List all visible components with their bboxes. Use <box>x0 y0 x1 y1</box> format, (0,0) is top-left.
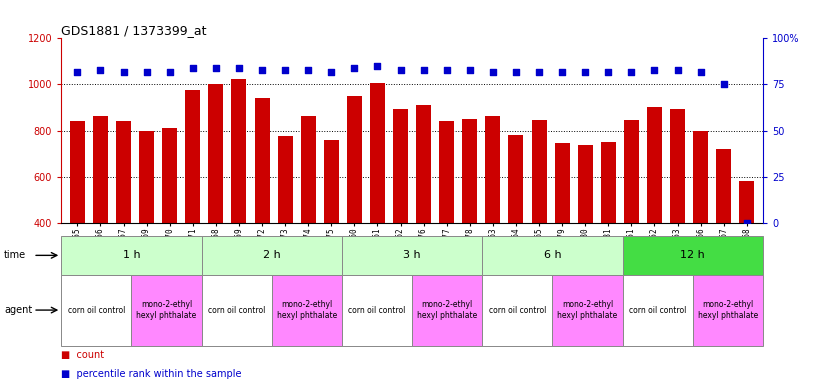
Text: corn oil control: corn oil control <box>208 306 265 314</box>
Bar <box>531 120 547 223</box>
Text: corn oil control: corn oil control <box>629 306 686 314</box>
Bar <box>647 107 662 223</box>
Point <box>463 67 477 73</box>
Point <box>325 68 338 74</box>
Text: 6 h: 6 h <box>543 250 561 260</box>
Point <box>302 67 315 73</box>
Point <box>601 68 614 74</box>
Point <box>486 68 499 74</box>
Bar <box>693 275 763 346</box>
Text: corn oil control: corn oil control <box>68 306 125 314</box>
Bar <box>61 275 131 346</box>
Point <box>694 68 707 74</box>
Text: corn oil control: corn oil control <box>348 306 406 314</box>
Text: 3 h: 3 h <box>403 250 421 260</box>
Text: 2 h: 2 h <box>263 250 281 260</box>
Bar <box>412 275 482 346</box>
Text: mono-2-ethyl
hexyl phthalate: mono-2-ethyl hexyl phthalate <box>136 300 197 320</box>
Point <box>71 68 84 74</box>
Bar <box>716 149 731 223</box>
Text: GDS1881 / 1373399_at: GDS1881 / 1373399_at <box>61 24 206 37</box>
Bar <box>272 275 342 346</box>
Bar <box>739 181 754 223</box>
Text: time: time <box>4 250 26 260</box>
Text: 12 h: 12 h <box>681 250 705 260</box>
Bar <box>555 142 570 223</box>
Text: ■  count: ■ count <box>61 350 104 360</box>
Bar <box>342 275 412 346</box>
Bar <box>693 131 708 223</box>
Bar <box>624 119 639 223</box>
Text: agent: agent <box>4 305 33 315</box>
Bar <box>185 90 200 223</box>
Point <box>417 67 430 73</box>
Point <box>533 68 546 74</box>
Bar <box>393 109 408 223</box>
Bar <box>578 145 592 223</box>
Point <box>394 67 407 73</box>
Point <box>717 81 730 88</box>
Point <box>671 67 684 73</box>
Point <box>140 68 153 74</box>
Bar <box>370 83 385 223</box>
Bar <box>324 140 339 223</box>
Point <box>556 68 569 74</box>
Bar <box>601 142 616 223</box>
Bar <box>623 275 693 346</box>
Bar <box>482 275 552 346</box>
Bar <box>162 128 177 223</box>
Bar <box>277 136 293 223</box>
Point <box>740 220 753 226</box>
Bar <box>139 131 154 223</box>
Point <box>579 68 592 74</box>
Point <box>255 67 268 73</box>
Bar <box>131 275 202 346</box>
Bar <box>463 119 477 223</box>
Bar <box>552 275 623 346</box>
Bar <box>486 116 500 223</box>
Point <box>186 65 199 71</box>
Point <box>648 67 661 73</box>
Point <box>371 63 384 69</box>
Bar <box>508 135 523 223</box>
Bar <box>416 105 431 223</box>
Bar <box>623 236 763 275</box>
Bar <box>301 116 316 223</box>
Text: mono-2-ethyl
hexyl phthalate: mono-2-ethyl hexyl phthalate <box>698 300 758 320</box>
Point <box>348 65 361 71</box>
Point <box>440 67 453 73</box>
Text: ■  percentile rank within the sample: ■ percentile rank within the sample <box>61 369 242 379</box>
Bar <box>347 96 361 223</box>
Point <box>163 68 176 74</box>
Bar <box>70 121 85 223</box>
Bar <box>670 109 685 223</box>
Point <box>509 68 522 74</box>
Text: mono-2-ethyl
hexyl phthalate: mono-2-ethyl hexyl phthalate <box>557 300 618 320</box>
Bar <box>439 121 455 223</box>
Text: 1 h: 1 h <box>122 250 140 260</box>
Point <box>94 67 107 73</box>
Text: mono-2-ethyl
hexyl phthalate: mono-2-ethyl hexyl phthalate <box>277 300 337 320</box>
Bar <box>93 116 108 223</box>
Bar <box>202 275 272 346</box>
Point <box>233 65 246 71</box>
Bar <box>255 98 269 223</box>
Bar <box>232 79 246 223</box>
Text: mono-2-ethyl
hexyl phthalate: mono-2-ethyl hexyl phthalate <box>417 300 477 320</box>
Point <box>278 67 291 73</box>
Text: corn oil control: corn oil control <box>489 306 546 314</box>
Point <box>210 65 223 71</box>
Bar <box>342 236 482 275</box>
Bar <box>202 236 342 275</box>
Bar <box>482 236 623 275</box>
Point <box>625 68 638 74</box>
Bar <box>61 236 202 275</box>
Bar <box>116 121 131 223</box>
Bar <box>208 84 224 223</box>
Point <box>117 68 130 74</box>
